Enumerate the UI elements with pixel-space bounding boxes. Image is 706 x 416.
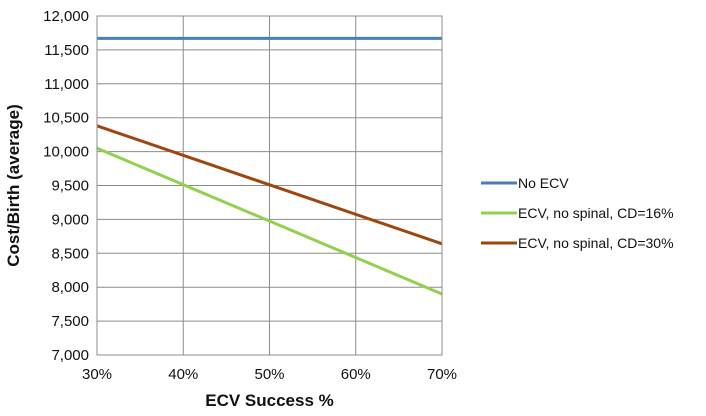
y-tick-label: 7,000 — [51, 347, 89, 364]
legend-label: ECV, no spinal, CD=16% — [518, 205, 674, 221]
y-tick-label: 11,500 — [44, 42, 89, 59]
y-tick-label: 10,500 — [43, 110, 89, 127]
legend-label: ECV, no spinal, CD=30% — [518, 235, 674, 251]
series-line-3 — [96, 124, 443, 246]
plot-area-border — [96, 15, 443, 356]
x-tick-label: 60% — [341, 366, 371, 383]
series-line-2 — [96, 146, 443, 296]
legend-label: No ECV — [518, 175, 569, 191]
y-tick-label: 8,500 — [51, 245, 89, 262]
x-tick-label: 40% — [168, 366, 198, 383]
x-axis-tick-labels: 30% 40% 50% 60% 70% — [82, 366, 457, 383]
x-tick-label: 50% — [254, 366, 284, 383]
y-tick-label: 8,000 — [51, 279, 89, 296]
y-tick-label: 12,000 — [43, 8, 89, 25]
y-tick-label: 11,000 — [44, 76, 89, 93]
x-tick-label: 70% — [427, 366, 457, 383]
y-tick-label: 9,000 — [51, 211, 89, 228]
x-tick-label: 30% — [82, 366, 112, 383]
y-tick-label: 7,500 — [51, 313, 89, 330]
y-axis-title: Cost/Birth (average) — [4, 104, 23, 266]
y-tick-label: 9,500 — [51, 178, 89, 195]
y-tick-label: 10,000 — [43, 144, 89, 161]
legend: No ECV ECV, no spinal, CD=16% ECV, no spin… — [481, 175, 674, 251]
series-lines — [96, 36, 443, 296]
x-axis-title: ECV Success % — [205, 391, 334, 410]
y-axis-tick-labels: 7,000 7,500 8,000 8,500 9,000 9,500 10,000 10,5… — [43, 8, 89, 364]
